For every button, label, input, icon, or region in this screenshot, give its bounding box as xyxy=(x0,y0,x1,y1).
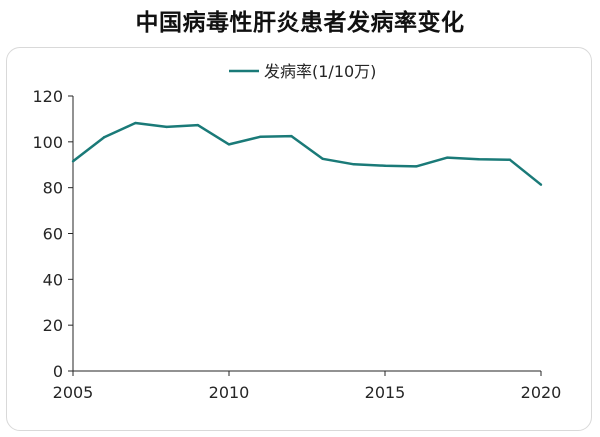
y-tick-label: 120 xyxy=(32,87,63,106)
y-tick-label: 0 xyxy=(53,362,63,381)
data-point xyxy=(508,158,511,161)
x-tick-label: 2020 xyxy=(521,383,562,402)
data-point xyxy=(227,143,231,146)
axes xyxy=(72,96,541,372)
data-point xyxy=(103,136,106,139)
legend: 发病率(1/10万) xyxy=(229,62,376,81)
y-tick-label: 80 xyxy=(43,179,63,198)
legend-label: 发病率(1/10万) xyxy=(264,62,376,81)
y-tick-label: 20 xyxy=(43,316,63,335)
ticks: 0 20 40 60 80 100 120 2005 2010 2015 2020 xyxy=(32,87,561,402)
x-tick-label: 2005 xyxy=(53,383,94,402)
y-tick-label: 40 xyxy=(43,270,63,289)
data-point xyxy=(134,121,137,125)
data-point xyxy=(539,183,543,186)
data-point xyxy=(165,125,168,129)
x-tick-label: 2010 xyxy=(209,383,250,402)
y-tick-label: 100 xyxy=(32,133,63,152)
series-layer xyxy=(71,121,543,186)
data-point xyxy=(259,135,262,138)
data-point xyxy=(383,164,387,167)
data-point xyxy=(477,158,480,161)
x-tick-label: 2015 xyxy=(365,383,406,402)
series-line xyxy=(72,121,542,186)
data-point xyxy=(321,157,324,160)
data-point xyxy=(196,123,199,127)
data-point xyxy=(415,165,418,168)
chart-title: 中国病毒性肝炎患者发病率变化 xyxy=(135,10,465,36)
data-point xyxy=(446,156,449,159)
data-point xyxy=(71,160,75,163)
chart-frame xyxy=(6,47,592,431)
y-tick-label: 60 xyxy=(43,225,63,244)
data-point xyxy=(290,134,293,138)
data-point xyxy=(352,163,355,166)
